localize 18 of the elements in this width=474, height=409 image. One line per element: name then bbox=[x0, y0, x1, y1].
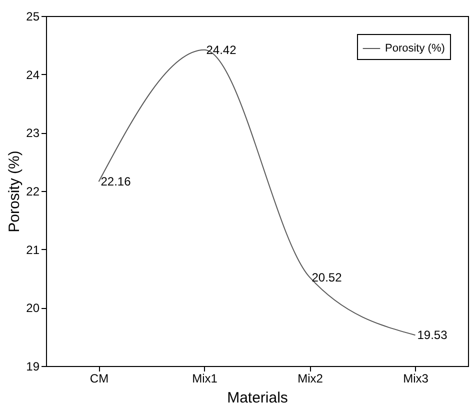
x-tick-label: Mix1 bbox=[192, 372, 218, 386]
x-tick-label: CM bbox=[90, 372, 109, 386]
y-axis-title: Porosity (%) bbox=[6, 150, 24, 232]
y-tick-label: 19 bbox=[26, 360, 40, 374]
x-tick-label: Mix2 bbox=[298, 372, 324, 386]
data-label: 22.16 bbox=[100, 174, 132, 189]
data-label: 24.42 bbox=[206, 42, 237, 57]
y-tick-label: 20 bbox=[26, 301, 40, 316]
x-axis-title: Materials bbox=[227, 390, 288, 406]
y-tick-label: 25 bbox=[26, 10, 40, 24]
data-label: 20.52 bbox=[312, 270, 342, 284]
y-tick-label: 22 bbox=[26, 184, 40, 198]
y-tick-label: 24 bbox=[26, 68, 40, 82]
x-tick-label: Mix3 bbox=[403, 372, 429, 386]
legend-label: Porosity (%) bbox=[385, 42, 445, 54]
y-tick-label: 23 bbox=[26, 126, 40, 140]
data-label: 19.53 bbox=[417, 328, 448, 342]
y-tick-label: 21 bbox=[26, 242, 40, 257]
